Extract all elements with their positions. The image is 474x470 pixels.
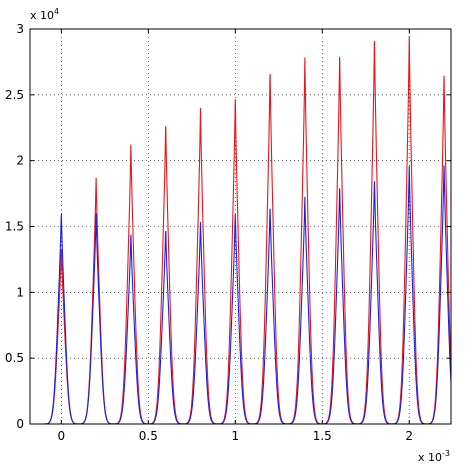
x-axis-multiplier: x 10-3 (418, 449, 450, 464)
y-tick-labels: 0 0.5 1 1.5 2 2.5 3 (5, 22, 24, 431)
y-tick-label: 2.5 (5, 88, 24, 102)
y-tick-label: 0.5 (5, 351, 24, 365)
x-tick-label: 0.5 (139, 429, 158, 443)
y-tick-label: 0 (16, 417, 24, 431)
x-tick-label: 0 (57, 429, 65, 443)
y-axis-multiplier: x 104 (30, 7, 59, 22)
x-tick-labels: 0 0.5 1 1.5 2 (57, 429, 413, 443)
x-tick-label: 2 (405, 429, 413, 443)
tick-marks (30, 28, 451, 425)
x-tick-label: 1.5 (313, 429, 332, 443)
y-tick-label: 3 (16, 22, 24, 36)
series-line-red (30, 35, 451, 424)
series-layer (30, 35, 451, 424)
series-line-blue (30, 165, 451, 424)
x-tick-label: 1 (231, 429, 239, 443)
y-tick-label: 2 (16, 154, 24, 168)
y-tick-label: 1.5 (5, 220, 24, 234)
y-tick-label: 1 (16, 285, 24, 299)
